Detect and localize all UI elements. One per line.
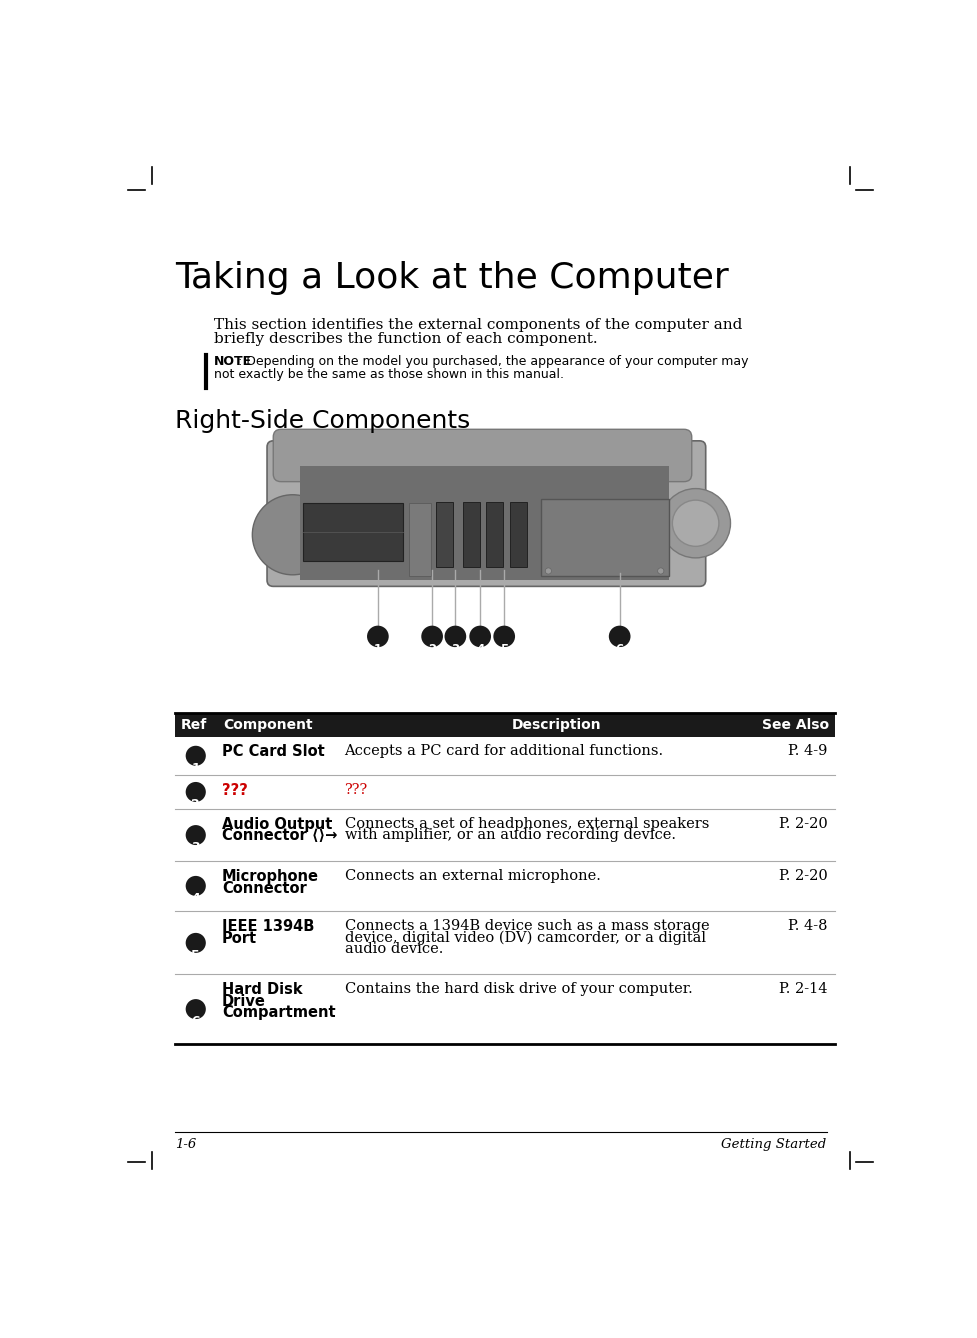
Text: IEEE 1394B: IEEE 1394B — [222, 919, 315, 934]
Text: ???: ??? — [222, 783, 248, 797]
Text: P. 4-8: P. 4-8 — [787, 919, 828, 933]
Text: 4: 4 — [476, 644, 485, 657]
Text: NOTE: NOTE — [214, 356, 252, 368]
Text: Hard Disk: Hard Disk — [222, 982, 303, 997]
Bar — [175, 862, 835, 911]
Text: ???: ??? — [345, 783, 367, 796]
Text: 3: 3 — [191, 842, 200, 854]
Text: 6: 6 — [616, 644, 623, 657]
Text: Connects a 1394B device such as a mass storage: Connects a 1394B device such as a mass s… — [345, 919, 709, 933]
Text: Right-Side Components: Right-Side Components — [175, 409, 470, 434]
Text: audio device.: audio device. — [345, 942, 443, 957]
Text: with amplifier, or an audio recording device.: with amplifier, or an audio recording de… — [345, 828, 675, 842]
Circle shape — [660, 488, 731, 558]
Text: Drive: Drive — [222, 994, 266, 1009]
Text: Connector: Connector — [222, 880, 307, 895]
Circle shape — [186, 745, 206, 765]
FancyBboxPatch shape — [267, 440, 705, 586]
Text: 6: 6 — [191, 1016, 200, 1029]
Text: 1: 1 — [191, 761, 200, 775]
Circle shape — [186, 933, 206, 953]
Bar — [487, 502, 503, 567]
Text: briefly describes the function of each component.: briefly describes the function of each c… — [214, 332, 597, 347]
Circle shape — [493, 626, 515, 648]
Text: Accepts a PC card for additional functions.: Accepts a PC card for additional functio… — [345, 744, 663, 759]
Text: PC Card Slot: PC Card Slot — [222, 744, 324, 759]
Text: device, digital video (DV) camcorder, or a digital: device, digital video (DV) camcorder, or… — [345, 930, 705, 945]
Circle shape — [186, 876, 206, 896]
Bar — [540, 499, 668, 577]
Circle shape — [252, 495, 333, 575]
Circle shape — [186, 826, 206, 846]
Text: This section identifies the external components of the computer and: This section identifies the external com… — [214, 318, 742, 332]
Text: 5: 5 — [191, 949, 200, 962]
Bar — [175, 775, 835, 809]
Text: Description: Description — [511, 719, 601, 732]
Text: 4: 4 — [191, 892, 200, 904]
Bar — [175, 911, 835, 974]
Text: Taking a Look at the Computer: Taking a Look at the Computer — [175, 261, 729, 294]
Text: 1: 1 — [374, 644, 382, 657]
Text: Audio Output: Audio Output — [222, 816, 332, 832]
Text: Component: Component — [224, 719, 314, 732]
Bar — [175, 713, 835, 736]
Text: Compartment: Compartment — [222, 1005, 336, 1021]
Text: P. 4-9: P. 4-9 — [788, 744, 828, 759]
Text: 2: 2 — [428, 644, 436, 657]
Circle shape — [469, 626, 491, 648]
Text: P. 2-14: P. 2-14 — [779, 982, 828, 997]
Bar — [300, 466, 668, 581]
Text: not exactly be the same as those shown in this manual.: not exactly be the same as those shown i… — [214, 368, 564, 381]
Text: P. 2-20: P. 2-20 — [779, 868, 828, 883]
Bar — [175, 974, 835, 1044]
Text: 5: 5 — [500, 644, 508, 657]
Text: Connector ⟨⟩→: Connector ⟨⟩→ — [222, 828, 337, 843]
Circle shape — [186, 781, 206, 801]
Text: Connects an external microphone.: Connects an external microphone. — [345, 868, 601, 883]
Text: Port: Port — [222, 930, 257, 946]
Bar — [303, 503, 404, 561]
Bar — [463, 502, 480, 567]
Circle shape — [367, 626, 389, 648]
Text: : Depending on the model you purchased, the appearance of your computer may: : Depending on the model you purchased, … — [238, 356, 749, 368]
Circle shape — [545, 567, 551, 574]
Bar — [510, 502, 527, 567]
FancyBboxPatch shape — [274, 429, 692, 482]
Text: Contains the hard disk drive of your computer.: Contains the hard disk drive of your com… — [345, 982, 693, 997]
Bar — [175, 809, 835, 862]
Text: 2: 2 — [191, 799, 200, 811]
Circle shape — [658, 567, 663, 574]
Circle shape — [445, 626, 466, 648]
Circle shape — [186, 999, 206, 1020]
Text: See Also: See Also — [762, 719, 828, 732]
Text: 1-6: 1-6 — [175, 1139, 196, 1152]
Text: Microphone: Microphone — [222, 868, 319, 884]
Text: Ref: Ref — [181, 719, 207, 732]
Bar — [175, 736, 835, 775]
Text: Getting Started: Getting Started — [721, 1139, 827, 1152]
Text: P. 2-20: P. 2-20 — [779, 816, 828, 831]
Bar — [409, 503, 431, 577]
Circle shape — [609, 626, 630, 648]
Bar — [436, 502, 453, 567]
Circle shape — [421, 626, 443, 648]
Circle shape — [672, 500, 719, 546]
Text: Connects a set of headphones, external speakers: Connects a set of headphones, external s… — [345, 816, 709, 831]
Text: 3: 3 — [451, 644, 459, 657]
